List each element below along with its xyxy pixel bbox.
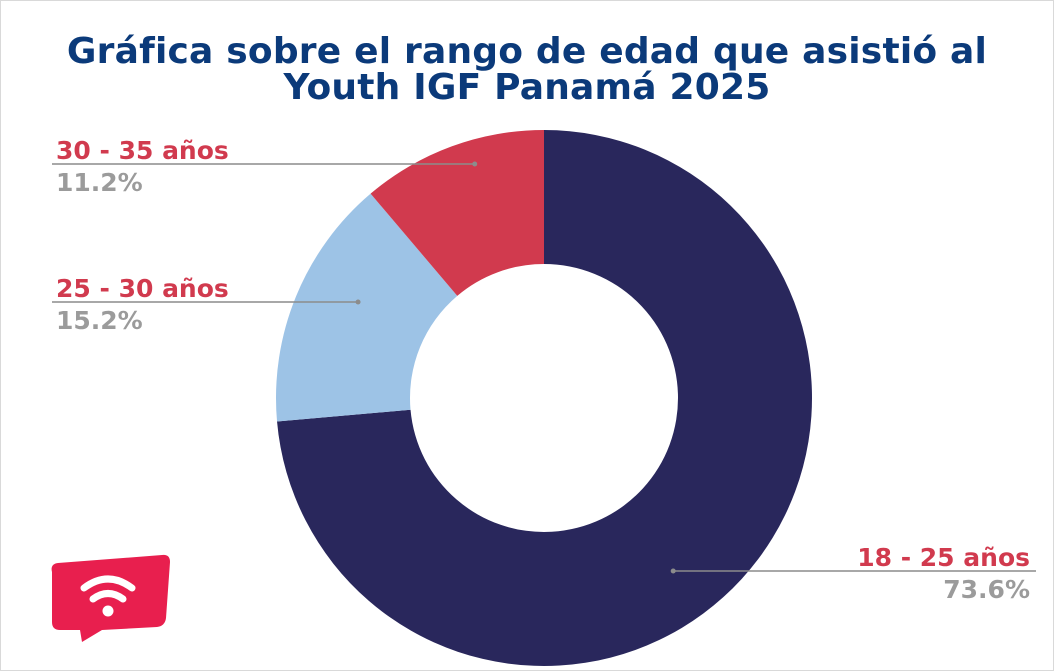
donut-slice [277,130,812,666]
slice-category-label: 25 - 30 años [56,274,229,303]
slice-category-label: 30 - 35 años [56,136,229,165]
slice-labels: 18 - 25 años 73.6% 25 - 30 años 15.2% 30 - 3… [56,136,1030,604]
wifi-chat-bubble-icon [51,554,170,642]
slice-percent-label: 73.6% [943,575,1030,604]
donut-slices [276,130,812,666]
chart-title-line2: Youth IGF Panamá 2025 [283,67,771,108]
chart-title-line1: Gráfica sobre el rango de edad que asist… [66,31,988,72]
donut-slice [276,193,458,422]
leader-lines [52,161,1036,574]
slice-percent-label: 15.2% [56,306,143,335]
slice-category-label: 18 - 25 años [857,543,1030,572]
chart-title: Gráfica sobre el rango de edad que asist… [0,34,1054,106]
slice-percent-label: 11.2% [56,168,143,197]
donut-slice [370,130,544,296]
